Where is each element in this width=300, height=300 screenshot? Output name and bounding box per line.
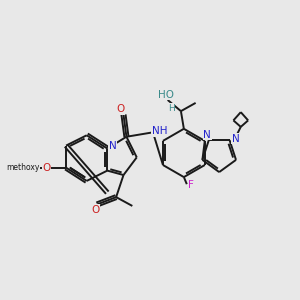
- Text: NH: NH: [152, 126, 167, 136]
- Text: O: O: [92, 205, 100, 215]
- Text: F: F: [188, 180, 194, 190]
- Text: N: N: [203, 130, 211, 140]
- Text: N: N: [109, 141, 116, 151]
- Text: H: H: [168, 104, 175, 113]
- Text: O: O: [42, 163, 50, 173]
- Text: N: N: [232, 134, 239, 144]
- Text: O: O: [116, 104, 125, 114]
- Text: methoxy: methoxy: [7, 163, 40, 172]
- Text: HO: HO: [158, 90, 174, 100]
